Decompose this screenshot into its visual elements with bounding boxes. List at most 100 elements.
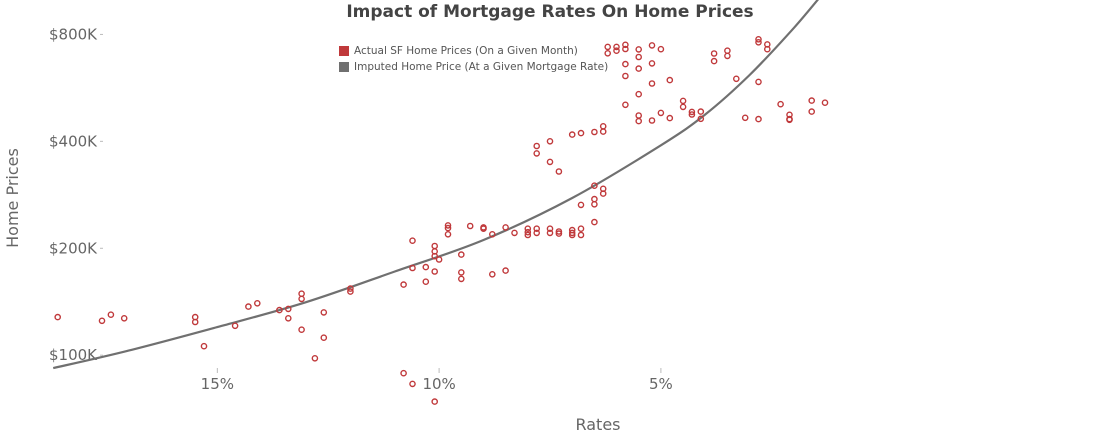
data-point — [688, 108, 696, 116]
data-point — [657, 45, 665, 53]
data-point — [733, 75, 740, 83]
data-point — [555, 168, 563, 175]
data-point — [679, 97, 687, 105]
data-point — [755, 115, 762, 123]
data-point — [533, 142, 541, 150]
data-point — [191, 318, 199, 326]
data-point — [200, 342, 208, 350]
legend-swatch-imputed — [339, 62, 349, 72]
data-point — [622, 45, 629, 53]
data-point — [568, 229, 576, 237]
data-point — [599, 123, 607, 130]
x-tick-label: 5% — [649, 375, 673, 393]
data-point — [710, 50, 718, 57]
data-point — [821, 99, 829, 106]
data-point — [409, 237, 416, 244]
data-point — [431, 268, 439, 275]
data-point — [635, 90, 643, 98]
data-point — [599, 190, 607, 197]
data-point — [697, 108, 705, 115]
data-point — [591, 182, 598, 189]
data-point — [435, 256, 443, 263]
data-point — [347, 288, 354, 295]
data-point — [284, 314, 292, 322]
data-point — [431, 252, 439, 260]
data-point — [568, 131, 576, 138]
data-point — [120, 314, 128, 322]
data-point — [697, 115, 705, 123]
data-point — [555, 228, 563, 235]
legend-swatch-actual — [339, 46, 349, 56]
data-point — [568, 231, 576, 239]
data-point — [599, 128, 607, 135]
data-point — [741, 114, 749, 122]
data-point — [347, 285, 354, 292]
data-point — [546, 137, 554, 145]
data-point — [724, 52, 731, 60]
y-tick-label: $100K — [49, 346, 98, 364]
data-point — [298, 290, 305, 298]
data-point — [245, 303, 252, 310]
data-point — [648, 117, 656, 124]
data-point — [409, 380, 416, 388]
data-point — [457, 269, 465, 276]
data-point — [444, 230, 452, 238]
data-point — [591, 200, 598, 208]
legend-item-imputed: Imputed Home Price (At a Given Mortgage … — [339, 59, 608, 75]
data-point — [231, 322, 239, 330]
data-point — [755, 36, 762, 43]
data-point — [54, 313, 62, 321]
legend: Actual SF Home Prices (On a Given Month)… — [339, 43, 608, 75]
data-point — [577, 201, 585, 209]
data-point — [466, 222, 474, 230]
data-point — [755, 78, 762, 86]
axis-ticks: $100K $200K $400K $800K 15% 10% 5% — [49, 25, 673, 393]
data-point — [502, 224, 509, 231]
data-point — [284, 305, 292, 313]
data-point — [648, 42, 656, 49]
data-point — [648, 60, 656, 67]
data-point — [604, 50, 612, 57]
data-point — [431, 398, 439, 405]
data-point — [444, 224, 452, 232]
y-tick-label: $400K — [49, 132, 98, 150]
data-point — [666, 76, 674, 84]
data-point — [276, 306, 283, 314]
imputed-line-layer — [52, 0, 819, 370]
data-point — [591, 218, 598, 226]
data-point — [400, 369, 407, 377]
data-point — [622, 60, 629, 68]
data-point — [422, 263, 430, 271]
data-point — [107, 311, 115, 319]
x-axis-title: Rates — [575, 415, 620, 434]
data-point — [666, 114, 674, 122]
data-point — [511, 229, 518, 237]
data-point — [546, 225, 554, 232]
data-point — [422, 278, 430, 286]
y-axis-title: Home Prices — [3, 148, 22, 248]
legend-label-actual: Actual SF Home Prices (On a Given Month) — [354, 45, 578, 57]
data-point — [604, 43, 612, 51]
data-point — [688, 111, 696, 118]
data-point — [488, 270, 496, 278]
legend-item-actual: Actual SF Home Prices (On a Given Month) — [339, 43, 608, 59]
data-point — [533, 229, 541, 237]
data-point — [577, 231, 585, 239]
data-point — [298, 295, 305, 303]
data-point — [622, 101, 629, 109]
data-point — [635, 117, 643, 125]
data-point — [577, 129, 585, 137]
data-point — [524, 228, 532, 236]
data-point — [724, 47, 731, 55]
data-point — [764, 45, 771, 53]
y-tick-label: $800K — [49, 25, 98, 43]
data-point — [409, 264, 416, 272]
data-point — [786, 116, 793, 124]
data-point — [635, 46, 643, 53]
data-point — [320, 309, 328, 316]
data-point — [298, 326, 305, 334]
data-point — [591, 128, 598, 136]
data-point — [524, 231, 532, 239]
data-point — [710, 57, 718, 65]
